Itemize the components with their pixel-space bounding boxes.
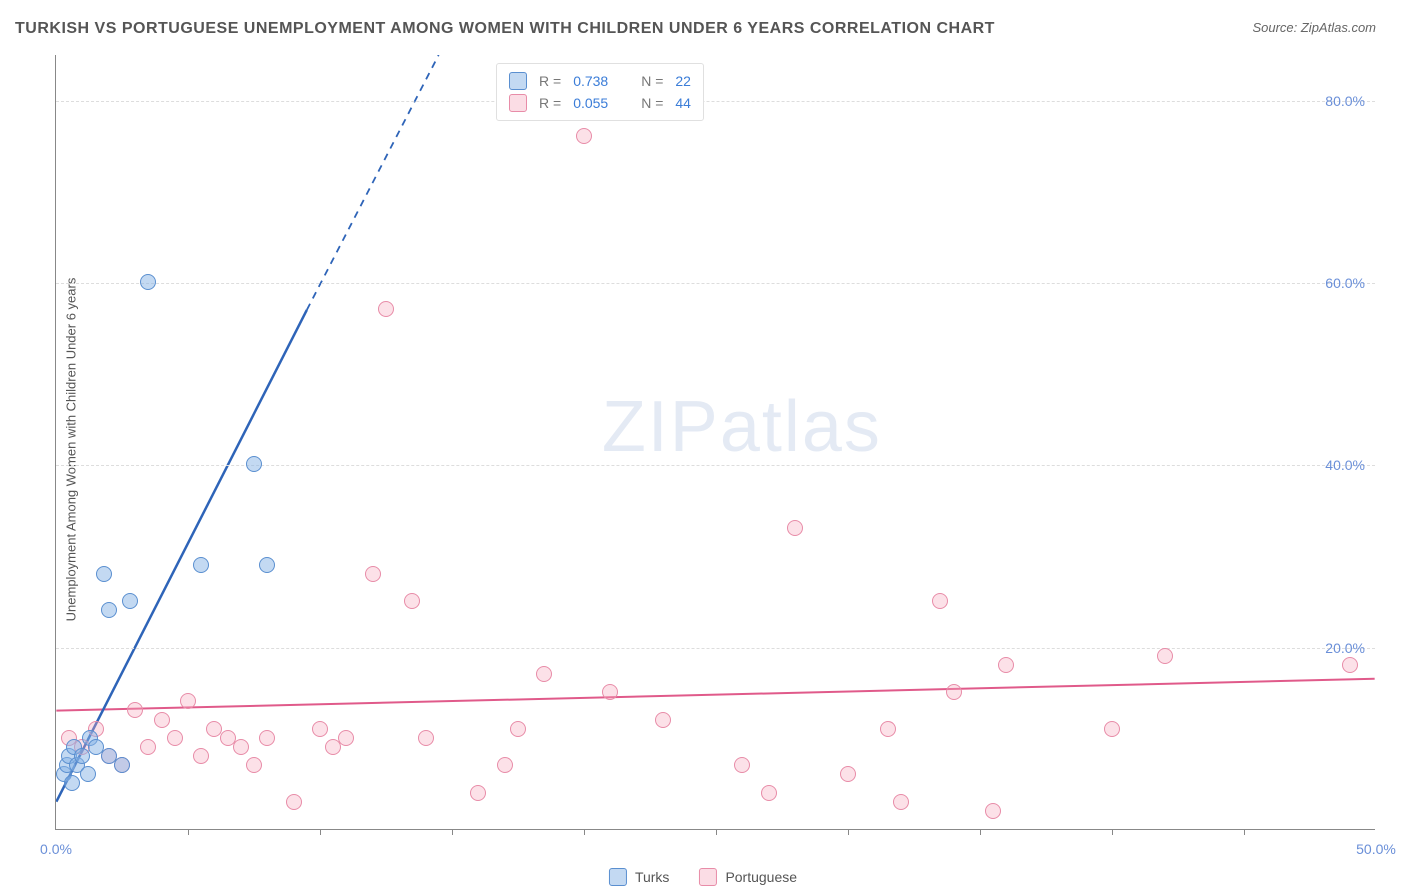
- scatter-point-portuguese: [734, 757, 750, 773]
- scatter-point-portuguese: [932, 593, 948, 609]
- x-tick: [716, 829, 717, 835]
- scatter-point-portuguese: [1157, 648, 1173, 664]
- x-tick: [1244, 829, 1245, 835]
- trend-lines-svg: [56, 55, 1375, 829]
- scatter-point-portuguese: [946, 684, 962, 700]
- legend-n-turks: 22: [675, 73, 691, 89]
- legend-swatch-turks: [509, 72, 527, 90]
- scatter-point-portuguese: [154, 712, 170, 728]
- scatter-point-turks: [64, 775, 80, 791]
- scatter-point-turks: [101, 602, 117, 618]
- scatter-point-portuguese: [259, 730, 275, 746]
- scatter-point-portuguese: [233, 739, 249, 755]
- scatter-point-turks: [259, 557, 275, 573]
- y-tick-label: 40.0%: [1325, 457, 1365, 473]
- scatter-point-portuguese: [404, 593, 420, 609]
- scatter-point-portuguese: [998, 657, 1014, 673]
- scatter-point-portuguese: [193, 748, 209, 764]
- scatter-point-turks: [193, 557, 209, 573]
- scatter-point-portuguese: [536, 666, 552, 682]
- legend-row-turks: R = 0.738 N = 22: [509, 70, 691, 92]
- scatter-point-portuguese: [246, 757, 262, 773]
- scatter-point-turks: [114, 757, 130, 773]
- scatter-point-portuguese: [140, 739, 156, 755]
- scatter-point-portuguese: [576, 128, 592, 144]
- scatter-point-portuguese: [510, 721, 526, 737]
- y-tick-label: 20.0%: [1325, 640, 1365, 656]
- scatter-point-portuguese: [365, 566, 381, 582]
- scatter-point-portuguese: [880, 721, 896, 737]
- scatter-point-portuguese: [127, 702, 143, 718]
- chart-title: TURKISH VS PORTUGUESE UNEMPLOYMENT AMONG…: [15, 20, 995, 38]
- scatter-point-portuguese: [840, 766, 856, 782]
- scatter-point-portuguese: [602, 684, 618, 700]
- scatter-point-portuguese: [787, 520, 803, 536]
- x-tick: [980, 829, 981, 835]
- scatter-point-portuguese: [418, 730, 434, 746]
- scatter-point-turks: [140, 274, 156, 290]
- bottom-swatch-turks: [609, 868, 627, 886]
- x-tick: [452, 829, 453, 835]
- trend-line-turks-dashed: [307, 55, 439, 310]
- legend-r-label: R =: [539, 73, 561, 89]
- scatter-point-portuguese: [286, 794, 302, 810]
- hgrid-line: [56, 101, 1375, 102]
- bottom-legend-turks: Turks: [609, 868, 669, 886]
- bottom-legend: Turks Portuguese: [609, 868, 797, 886]
- correlation-legend: R = 0.738 N = 22 R = 0.055 N = 44: [496, 63, 704, 121]
- scatter-point-portuguese: [761, 785, 777, 801]
- scatter-point-portuguese: [985, 803, 1001, 819]
- y-axis-label: Unemployment Among Women with Children U…: [64, 278, 79, 622]
- scatter-point-turks: [246, 456, 262, 472]
- x-tick-label: 50.0%: [1356, 841, 1396, 857]
- x-tick: [584, 829, 585, 835]
- x-tick: [848, 829, 849, 835]
- scatter-point-turks: [96, 566, 112, 582]
- scatter-point-portuguese: [167, 730, 183, 746]
- scatter-point-portuguese: [180, 693, 196, 709]
- scatter-point-turks: [80, 766, 96, 782]
- hgrid-line: [56, 648, 1375, 649]
- trend-line-portuguese: [56, 679, 1374, 711]
- watermark-atlas: atlas: [720, 387, 882, 467]
- chart-area: Unemployment Among Women with Children U…: [55, 55, 1375, 830]
- legend-n-label: N =: [641, 95, 663, 111]
- scatter-point-portuguese: [893, 794, 909, 810]
- scatter-point-portuguese: [655, 712, 671, 728]
- legend-r-turks: 0.738: [573, 73, 623, 89]
- legend-n-label: N =: [641, 73, 663, 89]
- watermark-zip: ZIP: [602, 387, 720, 467]
- x-tick: [320, 829, 321, 835]
- legend-n-portuguese: 44: [675, 95, 691, 111]
- y-tick-label: 80.0%: [1325, 93, 1365, 109]
- scatter-point-portuguese: [1342, 657, 1358, 673]
- hgrid-line: [56, 283, 1375, 284]
- scatter-point-portuguese: [470, 785, 486, 801]
- y-tick-label: 60.0%: [1325, 275, 1365, 291]
- x-tick-label: 0.0%: [40, 841, 72, 857]
- x-tick: [1112, 829, 1113, 835]
- legend-r-portuguese: 0.055: [573, 95, 623, 111]
- scatter-point-portuguese: [338, 730, 354, 746]
- scatter-point-portuguese: [378, 301, 394, 317]
- x-tick: [188, 829, 189, 835]
- watermark: ZIPatlas: [602, 386, 882, 468]
- bottom-label-turks: Turks: [635, 869, 669, 885]
- scatter-point-portuguese: [312, 721, 328, 737]
- source-label: Source: ZipAtlas.com: [1252, 20, 1376, 35]
- bottom-legend-portuguese: Portuguese: [699, 868, 797, 886]
- scatter-point-turks: [122, 593, 138, 609]
- bottom-label-portuguese: Portuguese: [725, 869, 797, 885]
- legend-row-portuguese: R = 0.055 N = 44: [509, 92, 691, 114]
- legend-swatch-portuguese: [509, 94, 527, 112]
- legend-r-label: R =: [539, 95, 561, 111]
- bottom-swatch-portuguese: [699, 868, 717, 886]
- scatter-point-portuguese: [497, 757, 513, 773]
- scatter-point-portuguese: [1104, 721, 1120, 737]
